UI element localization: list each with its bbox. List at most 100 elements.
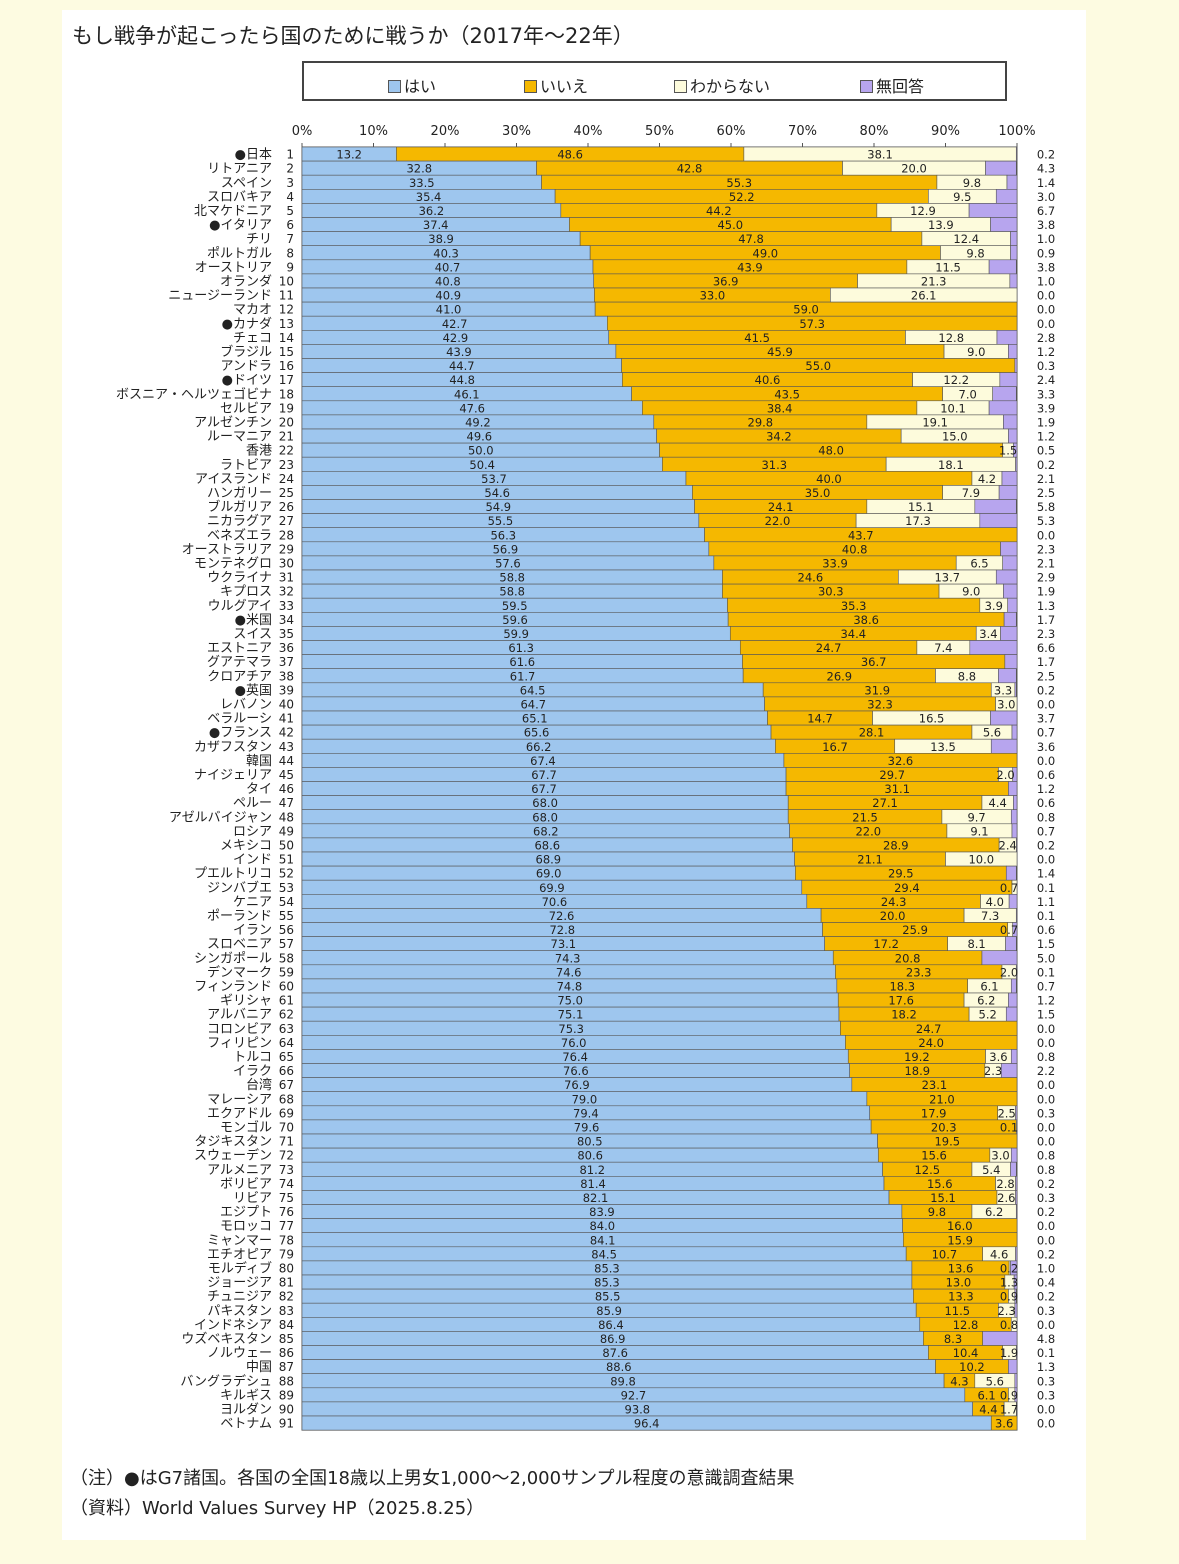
data-label-no: 35.0 [805,486,831,500]
bar-segment-na [1009,273,1018,289]
row-label: スイス [233,627,272,642]
data-label-no: 38.6 [853,613,879,627]
data-label-na: 2.5 [1037,486,1055,500]
data-label-yes: 57.6 [495,557,521,571]
data-label-yes: 65.6 [524,726,550,740]
data-label-dk: 9.8 [963,176,981,190]
bar-segment-na [1008,428,1018,444]
row-rank: 78 [279,1233,294,1247]
data-label-na: 0.1 [1037,965,1055,979]
data-label-no: 49.0 [753,246,779,260]
data-label-dk: 3.0 [991,1149,1009,1163]
row-label: インド [233,853,272,868]
legend-item-no: いいえ [524,73,588,97]
data-label-na: 0.2 [1037,683,1055,697]
row-label: スペイン [221,176,272,191]
data-label-no: 15.9 [947,1233,973,1247]
data-label-dk: 9.0 [962,585,980,599]
data-label-na: 5.8 [1037,500,1055,514]
data-label-no: 28.1 [859,726,885,740]
row-rank: 23 [279,458,294,472]
data-label-dk: 0.7 [1000,923,1018,937]
row-rank: 27 [279,514,294,528]
row-label: モルディブ [208,1261,272,1277]
data-label-na: 2.3 [1037,627,1055,641]
data-label-yes: 50.4 [469,458,495,472]
data-label-na: 0.5 [1037,444,1055,458]
row-label: 北マケドニア [194,204,272,219]
data-label-yes: 59.9 [503,627,529,641]
data-label-na: 1.2 [1037,345,1055,359]
row-rank: 73 [279,1163,294,1177]
data-label-na: 2.3 [1037,542,1055,556]
data-label-no: 13.6 [948,1262,974,1276]
data-label-na: 0.8 [1037,810,1055,824]
row-rank: 62 [279,1008,294,1022]
row-rank: 46 [279,782,294,796]
data-label-no: 4.4 [979,1403,997,1417]
data-label-dk: 5.4 [982,1163,1000,1177]
row-rank: 39 [279,683,294,697]
bar-segment-na [1005,865,1017,881]
legend-label-no: いいえ [540,77,589,96]
legend-label-na: 無回答 [876,77,925,96]
data-label-no: 8.3 [944,1332,962,1346]
bar-segment-na [1010,1161,1017,1177]
data-label-no: 40.6 [755,373,781,387]
legend-swatch-na [860,80,873,93]
data-label-no: 48.6 [557,148,583,162]
data-label-na: 5.3 [1037,514,1055,528]
data-label-na: 0.0 [1037,754,1055,768]
data-label-yes: 80.5 [577,1135,603,1149]
row-rank: 21 [279,430,294,444]
data-label-dk: 3.9 [985,599,1003,613]
row-label: ボスニア・ヘルツェゴビナ [116,386,272,402]
row-rank: 43 [279,740,294,754]
data-label-no: 42.8 [677,162,703,176]
legend-swatch-yes [388,80,401,93]
x-tick-label: 60% [717,124,746,139]
data-label-dk: 2.5 [997,1106,1015,1120]
data-label-yes: 85.9 [596,1304,622,1318]
row-label: ギリシャ [220,994,272,1009]
data-label-yes: 67.7 [531,782,557,796]
data-label-na: 2.9 [1037,571,1055,585]
data-label-no: 30.3 [818,585,844,599]
data-label-yes: 75.3 [558,1022,584,1036]
data-label-yes: 42.9 [443,331,469,345]
bar-segment-na [969,640,1018,655]
data-label-na: 0.3 [1037,1304,1055,1318]
data-label-dk: 4.0 [986,895,1004,909]
legend-item-na: 無回答 [860,73,924,97]
data-label-dk: 6.1 [980,980,998,994]
row-label: ボリビア [220,1177,272,1192]
row-label: ケニア [233,895,272,910]
data-label-dk: 7.3 [981,909,999,923]
data-label-no: 33.9 [822,557,848,571]
data-label-dk: 12.8 [938,331,964,345]
row-label: クロアチア [207,669,272,684]
data-label-dk: 9.5 [953,190,971,204]
data-label-dk: 9.7 [967,810,985,824]
data-label-yes: 55.5 [488,514,514,528]
row-label: オーストラリア [182,542,272,557]
data-label-na: 0.0 [1037,1403,1055,1417]
row-rank: 60 [279,980,294,994]
data-label-no: 23.1 [922,1078,948,1092]
row-rank: 5 [286,204,294,218]
row-rank: 85 [279,1332,294,1346]
data-label-no: 20.0 [880,909,906,923]
data-label-na: 3.6 [1037,740,1055,754]
footnote: （注）●はG7諸国。各国の全国18歳以上男女1,000〜2,000サンプル程度の… [70,1468,795,1489]
row-label: ペルー [233,796,272,811]
data-label-dk: 2.3 [984,1064,1002,1078]
row-label: ウルグアイ [208,599,272,614]
data-label-no: 9.8 [928,1205,946,1219]
row-rank: 7 [286,232,294,246]
data-label-no: 35.3 [841,599,867,613]
data-label-yes: 64.5 [520,683,546,697]
data-label-yes: 42.7 [442,317,468,331]
bar-segment-na [981,950,1018,966]
data-label-na: 1.7 [1037,655,1055,669]
x-tick-label: 30% [502,124,531,139]
